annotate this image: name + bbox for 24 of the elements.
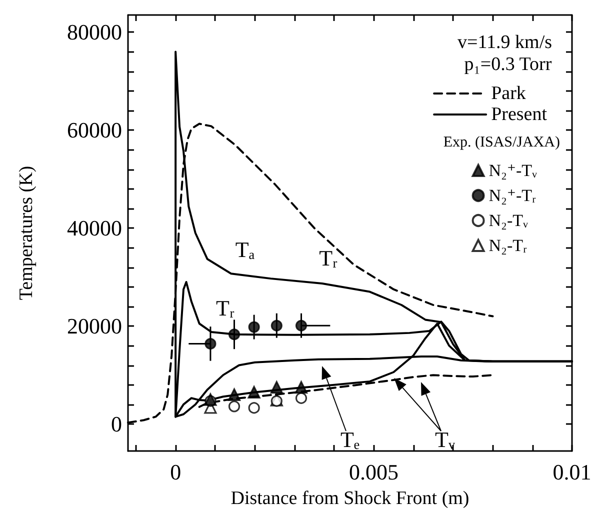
y-tick-label: 80000 (67, 20, 122, 45)
annotation: Tₑ (340, 427, 360, 452)
legend-label: N₂-Tᵥ (488, 211, 530, 230)
legend-label: N₂⁺-Tᵣ (488, 186, 536, 205)
legend-title: Exp. (ISAS/JAXA) (443, 134, 560, 150)
x-tick-label: 0.005 (349, 460, 399, 484)
annotation: v=11.9 km/s (458, 32, 552, 53)
x-axis-title: Distance from Shock Front (m) (230, 488, 470, 509)
legend-label: N₂⁺-Tᵥ (488, 161, 538, 180)
annotation: p₁=0.3 Torr (464, 54, 552, 75)
y-tick-label: 60000 (67, 118, 122, 143)
legend-label: Park (491, 83, 526, 104)
x-tick-label: 0.01 (552, 460, 592, 484)
y-tick-label: 40000 (67, 216, 122, 241)
annotation: Tᵥ (435, 427, 456, 452)
y-tick-label: 20000 (67, 314, 122, 339)
y-axis-title: Temperatures (K) (16, 166, 37, 300)
legend-label: N₂-Tᵣ (488, 236, 528, 255)
y-tick-label: 0 (111, 412, 122, 437)
x-tick-label: 0 (170, 460, 182, 484)
legend-label: Present (491, 104, 548, 125)
annotation: Tₐ (235, 237, 255, 262)
annotation: Tᵣ (216, 295, 234, 320)
annotation: Tᵣ (319, 246, 338, 271)
